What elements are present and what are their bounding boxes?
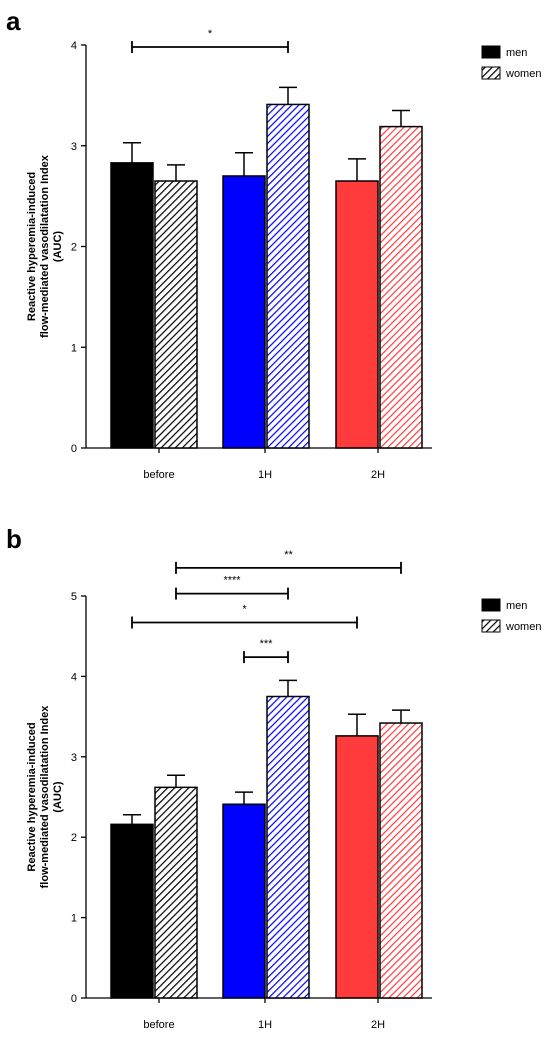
x-tick-label: 2H bbox=[371, 469, 385, 481]
y-tick-label: 1 bbox=[71, 913, 77, 925]
bar-men-2H bbox=[335, 180, 379, 449]
y-tick-label: 2 bbox=[71, 832, 77, 844]
bar-men-1H bbox=[222, 175, 266, 449]
chart-panel-b: b 0 1 2 3 4 5 before 1H 2H Reactive hyperemia-indu… bbox=[6, 524, 541, 1031]
y-tick-label: 4 bbox=[71, 40, 77, 52]
bar-men-2H bbox=[335, 735, 379, 999]
y-tick-label: 0 bbox=[71, 993, 77, 1005]
x-tick-label: 1H bbox=[258, 1019, 272, 1031]
bar-women-before bbox=[154, 180, 198, 449]
y-axis-label-line: flow-mediated vasodilatation Index bbox=[39, 705, 51, 889]
significance-label: ** bbox=[284, 549, 293, 561]
bar-women-1H bbox=[266, 695, 310, 999]
legend-label-women: women bbox=[505, 68, 541, 80]
significance-label: *** bbox=[260, 638, 274, 650]
legend-label-men: men bbox=[506, 600, 527, 612]
bar-women-before bbox=[154, 786, 198, 999]
y-tick-label: 3 bbox=[71, 752, 77, 764]
x-tick-label: 1H bbox=[258, 469, 272, 481]
y-tick-label: 4 bbox=[71, 671, 77, 683]
bar-men-before bbox=[110, 823, 154, 999]
legend-swatch-women bbox=[481, 619, 501, 633]
significance-label: * bbox=[208, 28, 213, 40]
y-axis-label-line: (AUC) bbox=[52, 781, 64, 812]
panel-letter: b bbox=[6, 524, 22, 554]
bar-men-1H bbox=[222, 803, 266, 999]
y-tick-label: 5 bbox=[71, 591, 77, 603]
y-axis-label-line: flow-mediated vasodilatation Index bbox=[39, 154, 51, 338]
legend-swatch-women bbox=[481, 66, 501, 80]
y-axis-label-line: Reactive hyperemia-induced bbox=[26, 722, 38, 871]
legend-swatch-men bbox=[481, 45, 501, 59]
significance-label: * bbox=[242, 604, 247, 616]
y-axis-label: Reactive hyperemia-inducedflow-mediated … bbox=[26, 705, 64, 889]
y-tick-label: 1 bbox=[71, 342, 77, 354]
legend-label-men: men bbox=[506, 47, 527, 59]
x-tick-label: before bbox=[143, 469, 174, 481]
legend-swatch-men bbox=[481, 598, 501, 612]
x-tick-label: 2H bbox=[371, 1019, 385, 1031]
y-axis-label: Reactive hyperemia-inducedflow-mediated … bbox=[26, 154, 64, 338]
y-axis-label-line: (AUC) bbox=[52, 231, 64, 262]
y-tick-label: 2 bbox=[71, 242, 77, 254]
bar-men-before bbox=[110, 162, 154, 449]
y-tick-label: 0 bbox=[71, 443, 77, 455]
chart-panel-a: a 0 1 2 3 4 before 1H 2H Reactive hyperemia-induc… bbox=[6, 6, 541, 481]
significance-label: **** bbox=[223, 575, 241, 587]
y-tick-label: 3 bbox=[71, 141, 77, 153]
legend-label-women: women bbox=[505, 621, 541, 633]
x-tick-label: before bbox=[143, 1019, 174, 1031]
bar-women-2H bbox=[379, 125, 423, 449]
bar-women-2H bbox=[379, 722, 423, 999]
bar-women-1H bbox=[266, 103, 310, 449]
panel-letter: a bbox=[6, 6, 21, 36]
y-axis-label-line: Reactive hyperemia-induced bbox=[26, 172, 38, 321]
